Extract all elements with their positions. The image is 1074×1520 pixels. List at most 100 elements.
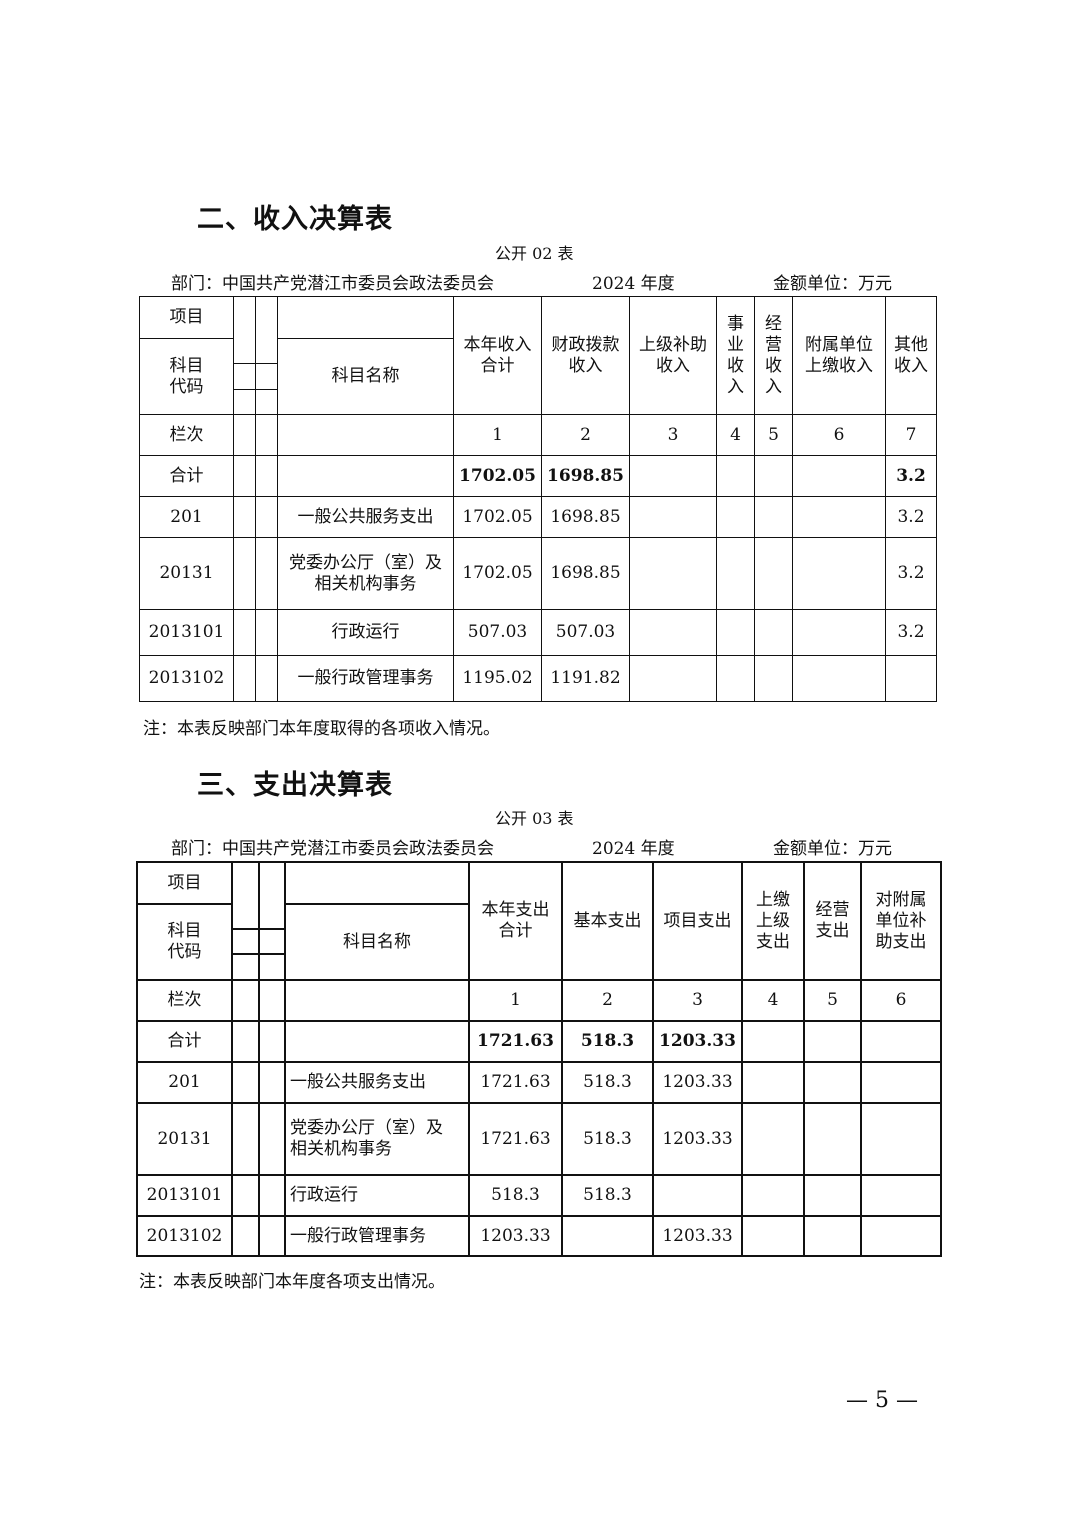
code-subcol-header bbox=[258, 861, 286, 930]
empty-cell bbox=[231, 1020, 260, 1063]
income-department: 部门：中国共产党潜江市委员会政法委员会 bbox=[171, 274, 494, 294]
amount-cell bbox=[860, 1061, 942, 1104]
amount-cell bbox=[716, 455, 755, 497]
amount-cell bbox=[860, 1174, 942, 1217]
sequence-number: 7 bbox=[885, 414, 937, 456]
table-row: 20131 党委办公厅（室）及 相关机构事务 1721.63 518.3 1203.33 bbox=[136, 1102, 942, 1176]
amount-cell bbox=[792, 655, 886, 702]
expense-section-title: 三、支出决算表 bbox=[197, 770, 393, 801]
sequence-number: 5 bbox=[803, 979, 862, 1022]
code-subcol-header bbox=[233, 296, 256, 364]
amount-cell bbox=[741, 1020, 805, 1063]
column-header: 本年支出 合计 bbox=[468, 861, 563, 981]
code-subcol bbox=[233, 389, 256, 415]
table-row: 201 一般公共服务支出 1702.05 1698.85 3.2 bbox=[139, 496, 937, 538]
code-subcol-header bbox=[231, 861, 260, 930]
amount-cell: 1702.05 bbox=[453, 496, 542, 538]
subject-code: 2013102 bbox=[136, 1215, 233, 1257]
subject-code: 合计 bbox=[139, 455, 234, 497]
subject-name: 一般公共服务支出 bbox=[277, 496, 454, 538]
code-subcol bbox=[233, 363, 256, 390]
item-header: 项目 bbox=[139, 296, 234, 339]
subject-name bbox=[284, 1020, 470, 1063]
empty-cell bbox=[284, 979, 470, 1022]
subject-name: 一般行政管理事务 bbox=[277, 655, 454, 702]
code-subcol bbox=[258, 953, 286, 981]
column-header: 项目支出 bbox=[652, 861, 743, 981]
empty-cell bbox=[258, 1215, 286, 1257]
amount-cell: 518.3 bbox=[561, 1061, 654, 1104]
empty-cell bbox=[258, 1102, 286, 1176]
amount-cell: 3.2 bbox=[885, 455, 937, 497]
header-row: 项目 本年支出 合计 基本支出 项目支出 上缴 上级 支出 经营 支出 对附属 单位补 助支… bbox=[136, 861, 942, 981]
amount-cell bbox=[792, 609, 886, 656]
code-subcol bbox=[231, 953, 260, 981]
empty-cell bbox=[255, 655, 278, 702]
empty-cell bbox=[233, 609, 256, 656]
expense-table-number: 公开 03 表 bbox=[495, 809, 574, 828]
sequence-number: 4 bbox=[741, 979, 805, 1022]
empty-cell bbox=[255, 496, 278, 538]
empty-cell bbox=[258, 1174, 286, 1217]
amount-cell bbox=[629, 455, 717, 497]
sequence-number: 3 bbox=[652, 979, 743, 1022]
empty-cell bbox=[277, 414, 454, 456]
amount-cell: 1203.33 bbox=[652, 1102, 743, 1176]
table-row: 20131 党委办公厅（室）及 相关机构事务 1702.05 1698.85 3.2 bbox=[139, 537, 937, 610]
empty-cell bbox=[233, 655, 256, 702]
table-row: 2013101 行政运行 518.3 518.3 bbox=[136, 1174, 942, 1217]
empty-cell bbox=[255, 414, 278, 456]
amount-cell: 1698.85 bbox=[541, 537, 630, 610]
amount-cell bbox=[792, 537, 886, 610]
amount-cell bbox=[629, 609, 717, 656]
column-header: 财政拨款 收入 bbox=[541, 296, 630, 415]
code-subcol bbox=[258, 928, 286, 955]
amount-cell bbox=[716, 496, 755, 538]
amount-cell: 1203.33 bbox=[468, 1215, 563, 1257]
blank-header bbox=[277, 296, 454, 339]
amount-cell bbox=[741, 1174, 805, 1217]
amount-cell: 1191.82 bbox=[541, 655, 630, 702]
subject-code: 合计 bbox=[136, 1020, 233, 1063]
page-number: — 5 — bbox=[846, 1388, 918, 1413]
column-header: 经营 支出 bbox=[803, 861, 862, 981]
expense-department: 部门：中国共产党潜江市委员会政法委员会 bbox=[171, 839, 494, 859]
table-row: 合计 1702.05 1698.85 3.2 bbox=[139, 455, 937, 497]
amount-cell bbox=[741, 1061, 805, 1104]
amount-cell bbox=[792, 455, 886, 497]
amount-cell bbox=[629, 496, 717, 538]
amount-cell bbox=[885, 655, 937, 702]
amount-cell: 1702.05 bbox=[453, 455, 542, 497]
empty-cell bbox=[258, 1061, 286, 1104]
column-header: 事 业 收 入 bbox=[716, 296, 755, 415]
income-table-number: 公开 02 表 bbox=[495, 244, 574, 263]
empty-cell bbox=[258, 979, 286, 1022]
amount-cell bbox=[860, 1020, 942, 1063]
column-header: 基本支出 bbox=[561, 861, 654, 981]
empty-cell bbox=[231, 1061, 260, 1104]
subject-code: 201 bbox=[136, 1061, 233, 1104]
code-subcol bbox=[255, 363, 278, 390]
subject-code: 20131 bbox=[136, 1102, 233, 1176]
sequence-row: 栏次 1 2 3 4 5 6 bbox=[136, 979, 942, 1022]
amount-cell bbox=[652, 1174, 743, 1217]
amount-cell bbox=[860, 1215, 942, 1257]
column-header: 对附属 单位补 助支出 bbox=[860, 861, 942, 981]
header-row: 项目 本年收入 合计 财政拨款 收入 上级补助 收入事 业 收 入经 营 收 入附属单… bbox=[139, 296, 937, 415]
subject-name: 行政运行 bbox=[277, 609, 454, 656]
amount-cell: 1203.33 bbox=[652, 1020, 743, 1063]
amount-cell bbox=[803, 1174, 862, 1217]
amount-cell: 507.03 bbox=[541, 609, 630, 656]
column-header: 附属单位 上缴收入 bbox=[792, 296, 886, 415]
column-header: 上缴 上级 支出 bbox=[741, 861, 805, 981]
empty-cell bbox=[231, 1102, 260, 1176]
amount-cell: 1698.85 bbox=[541, 496, 630, 538]
amount-cell bbox=[716, 537, 755, 610]
amount-cell: 507.03 bbox=[453, 609, 542, 656]
amount-cell bbox=[754, 455, 793, 497]
amount-cell: 3.2 bbox=[885, 609, 937, 656]
amount-cell: 3.2 bbox=[885, 496, 937, 538]
subject-code: 2013101 bbox=[136, 1174, 233, 1217]
empty-cell bbox=[255, 609, 278, 656]
